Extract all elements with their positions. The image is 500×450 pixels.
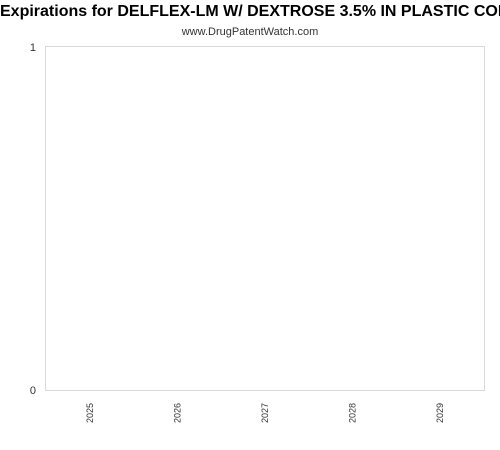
x-axis: 2025 2026 2027 2028 2029	[85, 403, 445, 423]
y-axis: 01	[30, 42, 36, 397]
y-tick-label: 0	[30, 385, 36, 397]
x-tick-label: 2027	[260, 403, 270, 423]
chart-subtitle: www.DrugPatentWatch.com	[181, 26, 319, 38]
x-tick-label: 2026	[172, 403, 182, 423]
x-tick-label: 2028	[348, 403, 358, 423]
chart-title: Expirations for DELFLEX-LM W/ DEXTROSE 3…	[0, 3, 500, 20]
x-tick-label: 2025	[85, 403, 95, 423]
plot-area	[45, 46, 485, 391]
x-tick-label: 2029	[435, 403, 445, 423]
y-tick-label: 1	[30, 42, 36, 54]
